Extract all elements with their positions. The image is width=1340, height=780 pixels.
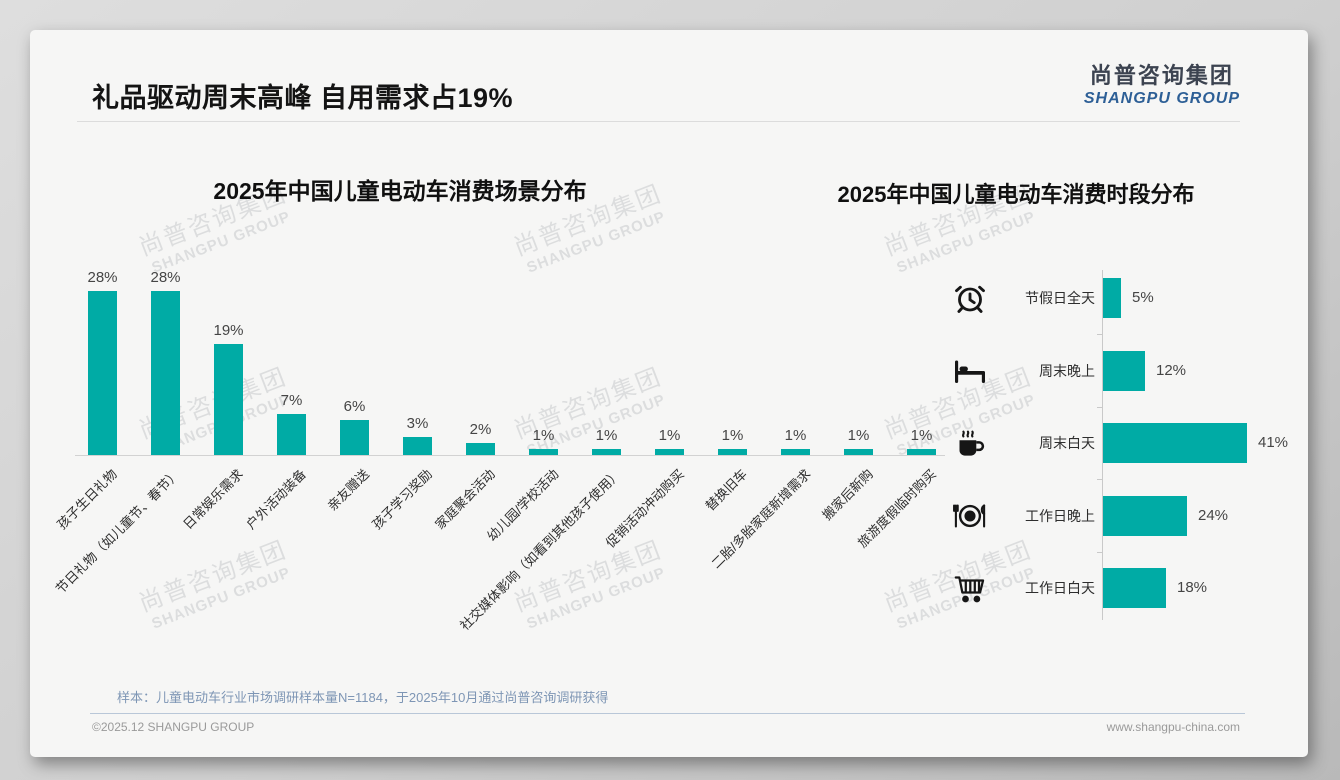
scene-bar-value: 1% [910, 427, 933, 444]
coffee-icon [952, 425, 988, 461]
footer-copyright: ©2025.12 SHANGPU GROUP [92, 720, 255, 734]
time-bar-label: 周末晚上 [1039, 362, 1095, 379]
scene-bar-value: 1% [721, 427, 744, 444]
scene-bar-value: 19% [213, 322, 244, 339]
scene-bar [718, 449, 747, 455]
scene-bar [655, 449, 684, 455]
time-chart-baseline-axis [1102, 270, 1103, 620]
time-chart: 节假日全天 5% 周末晚上 12% 周末白天 41% 工作日晚上 24% 工作日白天 18… [30, 30, 1308, 757]
time-bar-label: 节假日全天 [1025, 290, 1095, 306]
scene-bar [529, 449, 558, 455]
time-bar-value: 12% [1156, 361, 1187, 379]
logo-cn-text: 尚普咨询集团 [1089, 63, 1234, 88]
scene-bar-value: 1% [847, 427, 870, 444]
axis-tick [1097, 479, 1102, 481]
time-chart-title: 2025年中国儿童电动车消费时段分布 [837, 182, 1195, 207]
scene-bar [151, 291, 180, 455]
scene-bar [466, 443, 495, 455]
scene-bar-value: 1% [658, 427, 681, 444]
time-bar [1103, 350, 1145, 391]
scene-bar-value: 2% [469, 421, 492, 438]
time-bar [1103, 278, 1121, 318]
scene-bar [340, 420, 369, 455]
scene-bar [214, 344, 243, 455]
scene-bar [781, 449, 810, 455]
time-bar-value: 5% [1132, 289, 1154, 306]
scene-bar-value: 28% [150, 269, 181, 286]
sample-note: 样本：儿童电动车行业市场调研样本量N=1184，于2025年10月通过尚普咨询调… [117, 690, 609, 705]
scene-bar-value: 7% [280, 392, 303, 409]
bed-icon [952, 353, 988, 389]
dining-icon [952, 498, 988, 534]
scene-bar-value: 3% [406, 415, 429, 432]
slide-card: 尚普咨询集团 SHANGPU GROUP 尚普咨询集团 SHANGPU GROUP 尚普… [30, 30, 1308, 757]
scene-bar [88, 291, 117, 455]
time-bar [1103, 568, 1166, 608]
scene-bar [844, 449, 873, 455]
logo-en-text: SHANGPU GROUP [1083, 90, 1240, 107]
scene-bar [592, 449, 621, 455]
time-bar [1103, 423, 1247, 463]
shopping-cart-icon [952, 570, 988, 606]
time-bar-value: 18% [1177, 579, 1208, 596]
company-logo: 尚普咨询集团 SHANGPU GROUP [1084, 58, 1240, 108]
time-bar-label: 工作日白天 [1025, 580, 1095, 596]
time-bar-value: 41% [1258, 434, 1289, 451]
time-bar-label: 工作日晚上 [1025, 507, 1095, 524]
scene-bar-value: 1% [532, 427, 555, 444]
time-bar-value: 24% [1198, 506, 1229, 524]
scene-bar-value: 1% [784, 427, 807, 444]
axis-tick [1097, 551, 1102, 553]
scene-chart: 28% 孩子生日礼物 28% 节日礼物（如儿童节、春节） 19% 日常娱乐需求 7% 户外活动… [30, 30, 1308, 757]
scene-chart-baseline-axis [75, 455, 945, 456]
axis-tick [1097, 406, 1102, 408]
scene-chart-title: 2025年中国儿童电动车消费场景分布 [213, 178, 587, 204]
scene-bar [277, 414, 306, 455]
scene-bar-value: 28% [87, 269, 118, 286]
time-bar-label: 周末白天 [1039, 435, 1095, 451]
axis-tick [1097, 334, 1102, 336]
alarm-clock-icon [952, 280, 988, 316]
scene-bar [403, 437, 432, 455]
header-divider [77, 121, 1240, 122]
footer-website: www.shangpu-china.com [1106, 720, 1240, 734]
scene-bar-value: 6% [343, 398, 366, 415]
scene-bar [907, 449, 936, 455]
scene-bar-value: 1% [595, 427, 618, 444]
time-bar [1103, 495, 1187, 536]
footer-divider [90, 713, 1245, 714]
page-title: 礼品驱动周末高峰 自用需求占19% [92, 83, 514, 113]
